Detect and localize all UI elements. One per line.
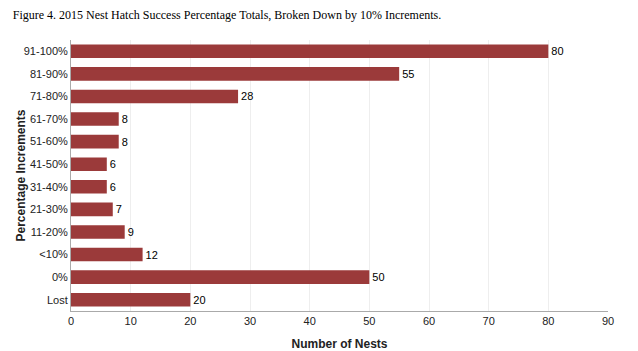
svg-text:0: 0 xyxy=(68,315,74,327)
svg-text:71-80%: 71-80% xyxy=(30,90,68,102)
svg-text:80: 80 xyxy=(542,315,554,327)
svg-text:Figure 4. 2015 Nest Hatch Succ: Figure 4. 2015 Nest Hatch Success Percen… xyxy=(13,8,442,22)
svg-text:8: 8 xyxy=(122,113,128,125)
svg-text:61-70%: 61-70% xyxy=(30,113,68,125)
svg-text:<10%: <10% xyxy=(39,248,68,260)
svg-text:50: 50 xyxy=(372,271,384,283)
svg-text:8: 8 xyxy=(122,136,128,148)
svg-text:55: 55 xyxy=(402,68,414,80)
svg-text:7: 7 xyxy=(116,203,122,215)
svg-text:51-60%: 51-60% xyxy=(30,135,68,147)
svg-text:30: 30 xyxy=(244,315,256,327)
svg-text:80: 80 xyxy=(551,45,563,57)
svg-text:Percentage Increments: Percentage Increments xyxy=(14,109,28,241)
svg-text:31-40%: 31-40% xyxy=(30,181,68,193)
svg-text:91-100%: 91-100% xyxy=(24,45,68,57)
svg-text:70: 70 xyxy=(483,315,495,327)
svg-text:21-30%: 21-30% xyxy=(30,203,68,215)
svg-text:9: 9 xyxy=(128,226,134,238)
svg-text:11-20%: 11-20% xyxy=(31,226,68,238)
svg-text:90: 90 xyxy=(602,315,614,327)
svg-text:28: 28 xyxy=(241,90,253,102)
svg-text:6: 6 xyxy=(110,158,116,170)
svg-text:60: 60 xyxy=(423,315,435,327)
svg-text:0%: 0% xyxy=(52,271,68,283)
svg-text:20: 20 xyxy=(193,294,205,306)
svg-text:Lost: Lost xyxy=(47,294,68,306)
svg-text:20: 20 xyxy=(184,315,196,327)
svg-text:6: 6 xyxy=(110,181,116,193)
svg-text:50: 50 xyxy=(363,315,375,327)
svg-text:41-50%: 41-50% xyxy=(30,158,68,170)
svg-text:81-90%: 81-90% xyxy=(30,68,68,80)
svg-text:12: 12 xyxy=(146,249,158,261)
svg-text:10: 10 xyxy=(125,315,137,327)
svg-text:40: 40 xyxy=(304,315,316,327)
svg-text:Number of Nests: Number of Nests xyxy=(291,337,387,351)
